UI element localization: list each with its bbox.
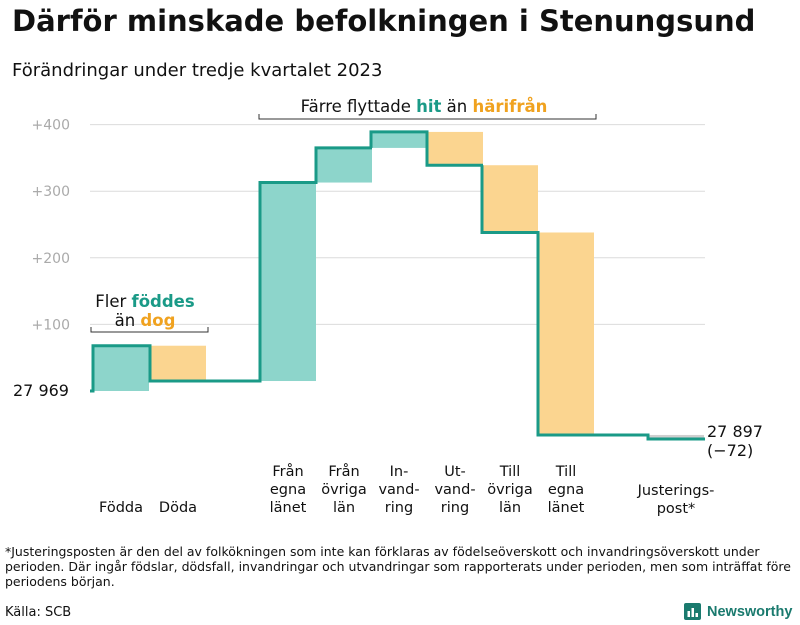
source-label: Källa: SCB (5, 605, 72, 620)
chart-subtitle: Förändringar under tredje kvartalet 2023 (12, 60, 383, 81)
annotation-moves-bracket (258, 114, 597, 120)
footnote: *Justeringsposten är den del av folkökni… (5, 544, 791, 589)
bar-fran-ovriga-lan (316, 147, 372, 183)
x-label-till-ovriga-lan: Till övriga län (487, 464, 533, 516)
bar-till-ovriga-lan (482, 165, 538, 233)
newsworthy-logo: Newsworthy (684, 603, 792, 620)
x-label-fran-egna-lanet: Från egna länet (270, 463, 307, 516)
x-label-fran-ovriga-lan: Från övriga län (321, 463, 367, 516)
waterfall-chart: +100 +200 +300 +400 Födda Döda Från egna länet F… (13, 97, 763, 517)
x-label-till-egna-lanet: Till egna länet (548, 464, 585, 516)
y-tick-label: +200 (32, 251, 70, 267)
x-label-justeringspost: Justerings-post* (637, 483, 715, 517)
cumulative-line (90, 130, 705, 441)
annotation-births-line1: Fler föddes (95, 292, 195, 311)
bar-doda (150, 345, 206, 382)
end-value-label: 27 897 (707, 422, 763, 441)
logo-text: Newsworthy (707, 603, 793, 620)
bar-fran-egna-lanet (260, 182, 316, 382)
y-tick-label: +100 (32, 317, 70, 333)
bar-till-egna-lanet (538, 232, 594, 435)
end-change-label: (−72) (707, 441, 753, 460)
y-tick-label: +300 (32, 184, 70, 200)
x-label-invandring: In-vand-ring (378, 464, 419, 516)
chart-title: Därför minskade befolkningen i Stenungsu… (12, 4, 756, 38)
bar-chart-icon (684, 603, 701, 620)
start-value-label: 27 969 (13, 381, 69, 400)
bar-fodda (93, 345, 149, 391)
x-label-utvandring: Ut-vand-ring (434, 464, 475, 516)
x-label-fodda: Födda (99, 500, 143, 516)
bar-invandring (371, 131, 427, 148)
x-label-doda: Döda (159, 500, 197, 516)
bar-justeringspost (648, 434, 704, 439)
annotation-births-bracket (90, 327, 209, 333)
y-tick-label: +400 (32, 118, 70, 134)
annotation-moves: Färre flyttade hit än härifrån (301, 97, 548, 116)
bar-utvandring (427, 131, 483, 166)
annotation-births-line2: än dog (115, 311, 176, 330)
